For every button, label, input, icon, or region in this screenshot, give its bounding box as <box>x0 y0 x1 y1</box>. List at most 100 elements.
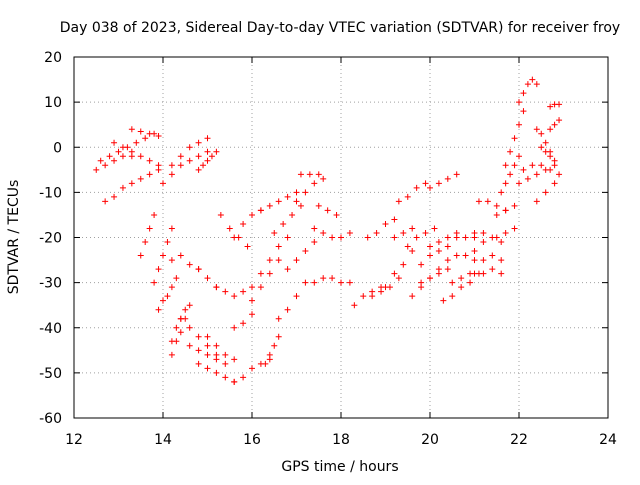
data-point-track-32-2 <box>311 180 318 187</box>
data-point-track-07-3 <box>164 239 171 246</box>
data-point-track-63-2 <box>538 162 545 169</box>
data-point-track-18-1 <box>213 342 220 349</box>
data-point-track-43-1 <box>413 234 420 241</box>
y-tick-label: -40 <box>39 321 62 337</box>
data-point-track-66-2 <box>547 153 554 160</box>
data-point-track-12-0 <box>168 257 175 264</box>
data-point-track-59-4 <box>516 153 522 160</box>
data-point-track-64-2 <box>542 139 549 146</box>
data-point-track-46-3 <box>435 266 442 273</box>
x-tick-label: 20 <box>421 432 439 448</box>
data-point-track-40-2 <box>400 261 407 268</box>
data-point-track-60-1 <box>507 148 514 155</box>
axis-ticks: 12 14 16 18 20 22 24 20 10 0 -10 -20 -30 -40 -50 -60 <box>39 50 617 448</box>
data-point-track-01-2 <box>111 157 118 164</box>
data-point-track-07-2 <box>160 252 166 259</box>
data-point-track-02-5 <box>142 135 149 142</box>
data-point-track-38-1 <box>373 229 380 236</box>
data-point-track-01-1 <box>102 162 109 169</box>
y-tick-label: -50 <box>39 366 62 382</box>
data-point-track-33-1 <box>306 171 313 178</box>
data-point-track-08-1 <box>160 297 166 304</box>
y-tick-label: 20 <box>44 50 62 66</box>
data-point-track-60-2 <box>511 135 518 142</box>
data-point-track-40-1 <box>391 270 398 277</box>
data-point-track-35-1 <box>320 275 327 282</box>
data-point-track-16-3 <box>213 356 220 363</box>
data-point-track-23-0 <box>262 360 269 367</box>
y-tick-label: -30 <box>39 276 62 292</box>
data-point-track-61-2 <box>524 81 531 88</box>
data-point-track-20-0 <box>195 266 202 273</box>
data-point-track-34-4 <box>346 229 353 236</box>
data-point-track-30-3 <box>302 279 309 286</box>
data-point-track-25-1 <box>240 220 247 227</box>
data-point-track-50-2 <box>462 252 469 259</box>
chart-title: Day 038 of 2023, Sidereal Day-to-day VTE… <box>60 20 620 36</box>
data-point-track-26-3 <box>275 257 282 264</box>
data-point-track-04-0 <box>111 139 118 146</box>
data-point-track-54-2 <box>489 266 496 273</box>
data-point-track-27-1 <box>266 257 273 264</box>
data-point-track-38-3 <box>391 216 398 223</box>
y-tick-label: 0 <box>53 140 62 156</box>
data-point-track-44-3 <box>444 243 451 250</box>
data-point-track-26-0 <box>249 297 255 304</box>
data-point-track-61-0 <box>516 99 522 106</box>
data-point-track-01-3 <box>119 153 126 160</box>
data-point-track-42-1 <box>404 193 411 200</box>
x-tick-label: 18 <box>332 432 350 448</box>
data-point-track-30-0 <box>275 315 282 322</box>
y-axis-label: SDTVAR / TECUs <box>6 180 22 295</box>
data-point-track-42-2 <box>413 184 420 191</box>
data-point-track-56-0 <box>475 198 482 205</box>
data-point-track-13-3 <box>182 306 189 313</box>
data-point-track-60-0 <box>502 162 509 169</box>
data-point-track-09-0 <box>160 180 166 187</box>
data-point-track-02-0 <box>97 157 104 164</box>
data-point-track-10-1 <box>177 153 184 160</box>
data-point-track-26-1 <box>257 284 264 291</box>
data-point-track-29-3 <box>297 202 304 209</box>
data-point-track-06-1 <box>142 239 149 246</box>
data-point-track-07-1 <box>155 266 162 273</box>
data-point-track-24-3 <box>244 243 251 250</box>
data-point-track-60-4 <box>520 108 527 115</box>
data-point-track-39-1 <box>378 288 385 295</box>
data-point-track-66-1 <box>542 148 549 155</box>
data-point-track-04-3 <box>137 153 144 160</box>
data-point-track-05-2 <box>146 130 153 137</box>
data-point-track-16-0 <box>186 342 193 349</box>
y-tick-label: -60 <box>39 411 62 427</box>
data-point-track-58-0 <box>493 234 500 241</box>
data-point-track-10-2 <box>186 144 193 151</box>
data-point-track-25-2 <box>249 211 255 218</box>
data-point-track-66-4 <box>556 171 563 178</box>
data-point-track-39-3 <box>395 275 402 282</box>
data-point-track-48-1 <box>435 239 442 246</box>
data-point-track-05-0 <box>128 126 135 133</box>
data-point-track-03-5 <box>146 171 153 178</box>
data-point-track-47-3 <box>453 171 460 178</box>
data-point-track-19-3 <box>240 288 247 295</box>
data-point-track-12-2 <box>186 261 193 268</box>
data-point-track-62-0 <box>516 180 522 187</box>
data-point-track-13-4 <box>186 302 193 309</box>
data-point-track-20-2 <box>213 284 220 291</box>
data-point-track-28-0 <box>257 207 264 214</box>
data-point-track-65-1 <box>542 189 549 196</box>
data-point-track-09-1 <box>168 171 175 178</box>
data-point-track-36-2 <box>333 211 340 218</box>
data-point-track-21-0 <box>231 378 238 385</box>
data-point-track-41-1 <box>400 229 407 236</box>
data-point-track-28-4 <box>293 189 300 196</box>
data-point-track-11-2 <box>204 157 211 164</box>
data-point-track-59-2 <box>507 171 514 178</box>
data-point-track-17-2 <box>213 369 220 376</box>
data-point-track-50-3 <box>471 248 478 255</box>
data-point-track-55-1 <box>480 229 487 236</box>
data-point-track-02-1 <box>106 153 113 160</box>
data-point-track-17-1 <box>204 365 211 372</box>
data-point-track-66-0 <box>538 144 545 151</box>
data-point-track-54-3 <box>498 270 505 277</box>
